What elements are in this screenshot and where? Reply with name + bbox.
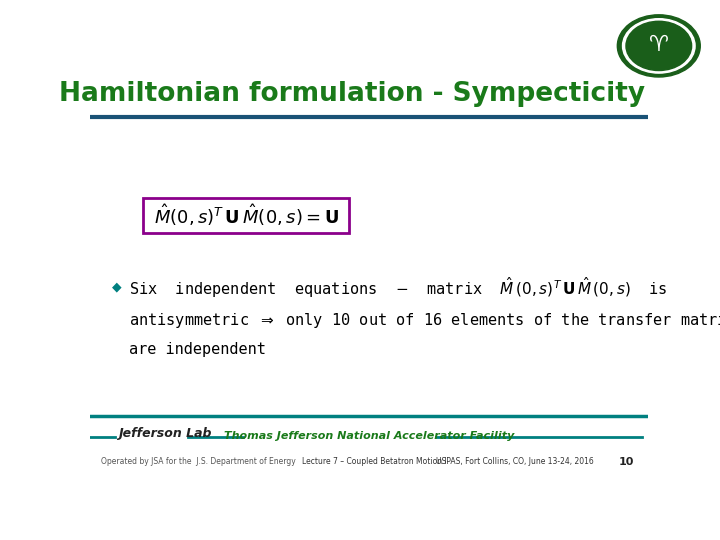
Circle shape — [623, 19, 695, 73]
Text: Jefferson Lab: Jefferson Lab — [118, 427, 212, 440]
FancyBboxPatch shape — [143, 198, 349, 233]
Text: are independent: are independent — [129, 342, 266, 357]
Text: Lecture 7 – Coupled Betatron Motion I: Lecture 7 – Coupled Betatron Motion I — [302, 457, 447, 467]
Text: Six  independent  equations  $-$  matrix  $\hat{M}\,(0,s)^T\,\mathbf{U}\,\hat{M}: Six independent equations $-$ matrix $\h… — [129, 275, 667, 300]
Text: antisymmetric $\Rightarrow$ only 10 out of 16 elements of the transfer matrix: antisymmetric $\Rightarrow$ only 10 out … — [129, 311, 720, 330]
Text: Thomas Jefferson National Accelerator Facility: Thomas Jefferson National Accelerator Fa… — [224, 431, 514, 441]
Circle shape — [626, 21, 692, 71]
Circle shape — [617, 15, 701, 77]
Text: Hamiltonian formulation - Sympecticity: Hamiltonian formulation - Sympecticity — [59, 81, 645, 107]
Text: $\hat{M}(0,s)^T\,\mathbf{U}\,\hat{M}(0,s) = \mathbf{U}$: $\hat{M}(0,s)^T\,\mathbf{U}\,\hat{M}(0,s… — [153, 202, 339, 228]
Text: 10: 10 — [618, 457, 634, 467]
Text: ◆: ◆ — [112, 281, 122, 294]
Text: USPAS, Fort Collins, CO, June 13-24, 2016: USPAS, Fort Collins, CO, June 13-24, 201… — [436, 457, 594, 467]
Text: ♈: ♈ — [649, 35, 669, 55]
Text: Operated by JSA for the  J.S. Department of Energy: Operated by JSA for the J.S. Department … — [101, 457, 296, 467]
